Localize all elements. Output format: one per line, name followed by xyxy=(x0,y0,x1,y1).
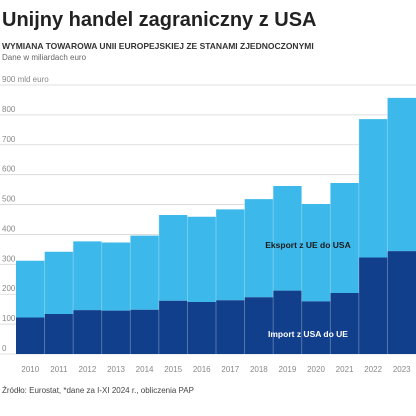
y-tick-label: 300 xyxy=(2,254,16,263)
x-tick-label: 2017 xyxy=(221,365,239,374)
x-tick-label: 2011 xyxy=(50,365,68,374)
units-note: Dane w miliardach euro xyxy=(2,53,87,62)
y-tick-label: 700 xyxy=(2,135,16,144)
y-tick-label: 500 xyxy=(2,195,16,204)
y-tick-label: 200 xyxy=(2,284,16,293)
x-tick-label: 2020 xyxy=(307,365,325,374)
y-tick-label: 800 xyxy=(2,105,16,114)
x-tick-label: 2010 xyxy=(21,365,39,374)
y-tick-label: 100 xyxy=(2,314,16,323)
source-note: Źródło: Eurostat, *dane za I-XI 2024 r.,… xyxy=(2,386,194,395)
x-tick-label: 2015 xyxy=(164,365,182,374)
chart-subtitle: WYMIANA TOWAROWA UNII EUROPEJSKIEJ ZE ST… xyxy=(2,41,314,51)
x-tick-label: 2023 xyxy=(393,365,411,374)
x-tick-label: 2012 xyxy=(79,365,97,374)
series-label-import: Import z USA do UE xyxy=(268,329,348,339)
x-tick-label: 2022 xyxy=(364,365,382,374)
y-tick-label: 400 xyxy=(2,224,16,233)
x-tick-label: 2016 xyxy=(193,365,211,374)
x-tick-label: 2019 xyxy=(279,365,297,374)
y-tick-label: 0 xyxy=(2,344,7,353)
series-label-export: Eksport z UE do USA xyxy=(265,240,350,250)
import-area xyxy=(16,251,416,354)
x-tick-label: 2013 xyxy=(107,365,125,374)
x-tick-label: 2018 xyxy=(250,365,268,374)
x-tick-label: 2014 xyxy=(136,365,154,374)
y-tick-label: 600 xyxy=(2,165,16,174)
chart-title: Unijny handel zagraniczny z USA xyxy=(2,9,317,31)
export-area xyxy=(16,97,416,318)
x-tick-label: 2021 xyxy=(336,365,354,374)
y-tick-label: 900 mld euro xyxy=(2,75,49,84)
